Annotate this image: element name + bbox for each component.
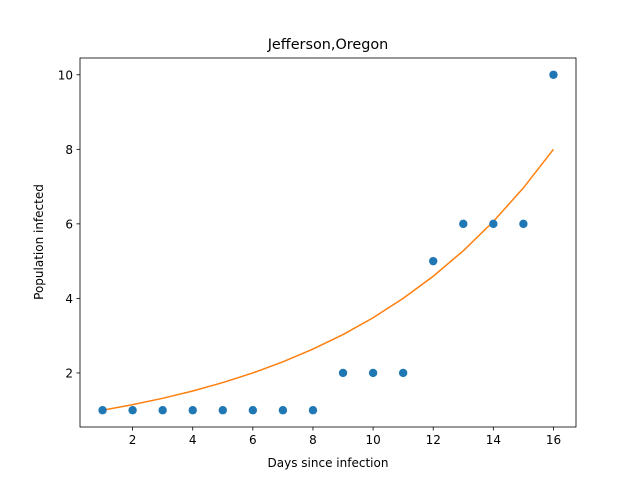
x-tick-label: 8 bbox=[309, 433, 317, 447]
x-tick-label: 4 bbox=[189, 433, 197, 447]
x-tick-label: 12 bbox=[426, 433, 441, 447]
data-point bbox=[489, 219, 498, 229]
y-tick-label: 4 bbox=[65, 292, 73, 306]
plot-area: 2 4 6 8 10 12 14 16 2 4 6 8 10 bbox=[58, 57, 577, 447]
y-tick-label: 6 bbox=[65, 217, 73, 231]
data-point bbox=[158, 406, 167, 415]
x-tick-label: 14 bbox=[486, 433, 501, 447]
data-point bbox=[188, 406, 197, 415]
y-tick-label: 10 bbox=[58, 68, 73, 82]
x-axis-label: Days since infection bbox=[268, 456, 389, 470]
data-point bbox=[278, 406, 288, 415]
x-tick-label: 10 bbox=[365, 433, 380, 447]
data-point bbox=[459, 219, 468, 229]
y-tick-label: 8 bbox=[65, 143, 73, 157]
fit-line bbox=[102, 148, 555, 411]
data-point bbox=[429, 256, 438, 266]
data-point bbox=[308, 406, 318, 415]
x-tick-label: 6 bbox=[249, 433, 257, 447]
data-point bbox=[549, 70, 558, 79]
data-point bbox=[128, 406, 137, 415]
x-tick-label: 16 bbox=[546, 433, 561, 447]
data-point bbox=[338, 368, 348, 378]
chart-title: Jefferson,Oregon bbox=[267, 37, 389, 53]
data-point bbox=[519, 219, 528, 229]
x-tick-label: 2 bbox=[129, 433, 137, 447]
axes-frame bbox=[79, 57, 577, 428]
y-axis-label: Population infected bbox=[32, 184, 46, 300]
y-tick-label: 2 bbox=[65, 366, 73, 380]
data-point bbox=[368, 368, 378, 378]
data-point bbox=[248, 406, 258, 415]
data-point bbox=[398, 368, 408, 378]
data-point bbox=[218, 406, 227, 415]
data-point bbox=[98, 406, 107, 415]
